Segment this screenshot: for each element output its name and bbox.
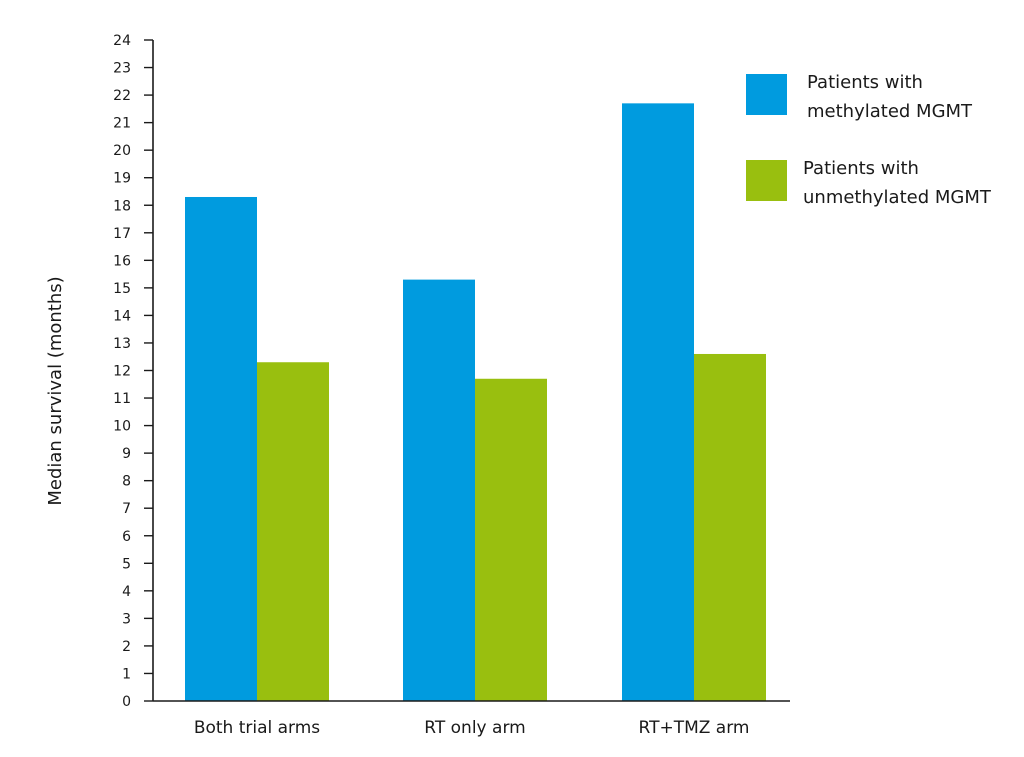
y-tick-label: 4: [122, 584, 131, 600]
x-category-labels: Both trial arms RT only arm RT+TMZ arm: [194, 718, 750, 738]
y-tick-label: 21: [113, 116, 131, 132]
y-tick-label: 22: [113, 88, 131, 104]
y-tick-label: 7: [122, 501, 131, 517]
bar-unmethylated-2: [694, 353, 766, 701]
bar-methylated-1: [403, 279, 475, 701]
y-tick-label: 14: [113, 308, 131, 324]
y-tick-label: 20: [113, 143, 131, 159]
legend-swatch-unmethylated: [746, 160, 787, 201]
legend-label-unmethylated: unmethylated MGMT: [803, 187, 992, 208]
y-tick-label: 18: [113, 198, 131, 214]
legend: Patients with methylated MGMT Patients wit…: [746, 72, 992, 208]
y-tick-label: 2: [122, 639, 131, 655]
y-tick-label: 24: [113, 33, 131, 49]
y-tick-label: 11: [113, 391, 131, 407]
y-tick-label: 1: [122, 666, 131, 682]
y-tick-label: 10: [113, 419, 131, 435]
y-tick-label: 15: [113, 281, 131, 297]
y-tick-label: 6: [122, 529, 131, 545]
y-tick-label: 16: [113, 253, 131, 269]
bar-methylated-0: [185, 196, 257, 702]
y-tick-label: 5: [122, 556, 131, 572]
y-axis-title: Median survival (months): [45, 276, 66, 505]
bar-methylated-2: [622, 103, 694, 702]
y-tick-label: 8: [122, 474, 131, 490]
y-tick-label: 17: [113, 226, 131, 242]
y-tick-label: 0: [122, 694, 131, 710]
x-category-label: RT+TMZ arm: [639, 718, 750, 738]
legend-label-methylated: methylated MGMT: [807, 101, 973, 122]
y-tick-label: 23: [113, 61, 131, 77]
x-category-label: RT only arm: [424, 718, 525, 738]
bar-unmethylated-1: [475, 378, 547, 701]
x-category-label: Both trial arms: [194, 718, 320, 738]
legend-label-unmethylated: Patients with: [803, 158, 919, 179]
y-tick-label: 19: [113, 171, 131, 187]
legend-swatch-methylated: [746, 74, 787, 115]
y-tick-label: 12: [113, 364, 131, 380]
bars-group: [185, 103, 766, 702]
y-tick-label: 13: [113, 336, 131, 352]
y-tick-label: 9: [122, 446, 131, 462]
legend-label-methylated: Patients with: [807, 72, 923, 93]
bar-unmethylated-0: [257, 362, 329, 701]
y-tick-label: 3: [122, 611, 131, 627]
